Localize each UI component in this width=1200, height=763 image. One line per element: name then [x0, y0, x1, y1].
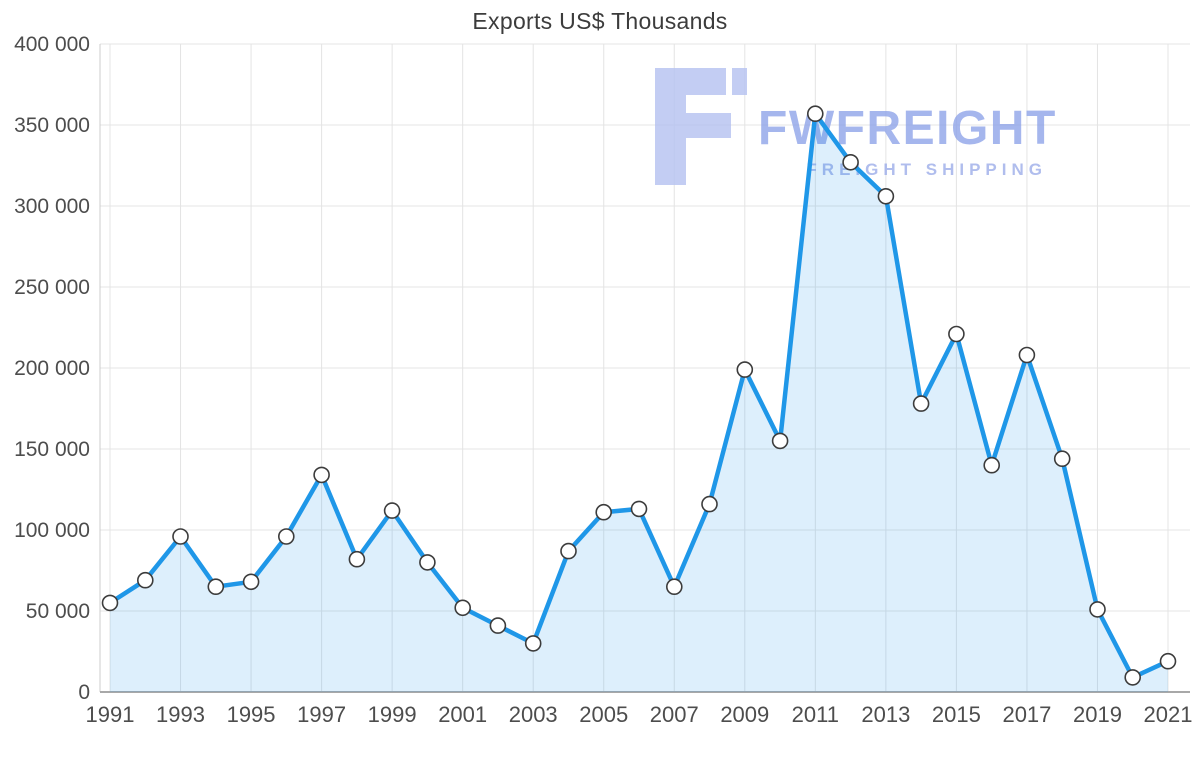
- logo-bar: [686, 68, 726, 95]
- data-point[interactable]: [137, 571, 154, 589]
- y-axis-tick-label: 100 000: [14, 519, 90, 542]
- x-axis-tick-label: 2017: [1002, 702, 1051, 727]
- data-point[interactable]: [489, 617, 507, 634]
- x-axis-tick-label: 1995: [227, 702, 276, 727]
- area-fill: [110, 113, 1168, 692]
- data-point[interactable]: [736, 361, 754, 378]
- data-point[interactable]: [806, 105, 824, 122]
- data-point[interactable]: [842, 154, 859, 171]
- y-axis-tick-label: 400 000: [14, 33, 90, 56]
- data-point[interactable]: [1124, 669, 1141, 686]
- logo-bar: [655, 68, 686, 185]
- data-point[interactable]: [1018, 346, 1036, 364]
- data-point[interactable]: [383, 502, 401, 519]
- logo-bar: [686, 113, 731, 138]
- y-axis-tick-label: 250 000: [14, 276, 90, 299]
- data-point[interactable]: [630, 500, 648, 518]
- data-point[interactable]: [419, 554, 436, 571]
- data-point[interactable]: [1053, 450, 1071, 468]
- x-axis-tick-label: 2009: [720, 702, 769, 727]
- data-point[interactable]: [877, 188, 895, 205]
- data-point[interactable]: [207, 578, 225, 596]
- axis-labels-layer: 0 50 000 100 000 150 000 200 000 250 000 300 0…: [14, 33, 1192, 727]
- x-axis-tick-label: 2015: [932, 702, 981, 727]
- data-point[interactable]: [101, 594, 119, 612]
- y-axis-tick-label: 0: [78, 681, 90, 704]
- data-point[interactable]: [595, 503, 613, 521]
- chart-title: Exports US$ Thousands: [472, 8, 728, 34]
- x-axis-tick-label: 2011: [792, 702, 839, 727]
- data-point[interactable]: [172, 528, 189, 545]
- data-point[interactable]: [1159, 652, 1177, 670]
- data-point[interactable]: [665, 578, 683, 596]
- y-axis-tick-label: 150 000: [14, 438, 90, 461]
- logo-bar: [732, 68, 747, 95]
- data-point[interactable]: [242, 573, 260, 591]
- fwfreight-logo-icon: [655, 68, 747, 185]
- x-axis-tick-label: 2019: [1073, 702, 1122, 727]
- x-axis-tick-label: 2007: [650, 702, 699, 727]
- data-point[interactable]: [560, 542, 577, 560]
- y-axis-tick-label: 50 000: [26, 600, 90, 623]
- x-axis-tick-label: 1991: [86, 702, 135, 727]
- data-point[interactable]: [524, 635, 542, 652]
- y-axis-tick-label: 200 000: [14, 357, 90, 380]
- y-axis-tick-label: 300 000: [14, 195, 90, 218]
- watermark-brand-text: FWFREIGHT: [758, 102, 1057, 155]
- data-point[interactable]: [701, 495, 718, 513]
- data-point[interactable]: [348, 550, 366, 568]
- series-layer: [101, 105, 1177, 692]
- x-axis-tick-label: 2005: [579, 702, 628, 727]
- data-point[interactable]: [1089, 601, 1106, 618]
- x-axis-tick-label: 1993: [156, 702, 205, 727]
- x-axis-tick-label: 2001: [438, 702, 487, 727]
- y-axis-tick-label: 350 000: [14, 114, 90, 137]
- x-axis-tick-label: 1999: [368, 702, 417, 727]
- data-point[interactable]: [277, 528, 295, 545]
- data-point[interactable]: [771, 432, 789, 450]
- x-axis-tick-label: 2021: [1144, 702, 1193, 727]
- x-axis-tick-label: 2003: [509, 702, 558, 727]
- x-axis-tick-label: 2013: [861, 702, 910, 727]
- data-point[interactable]: [454, 599, 472, 617]
- data-point[interactable]: [912, 395, 930, 412]
- data-point[interactable]: [983, 456, 1001, 474]
- data-point[interactable]: [948, 325, 965, 343]
- x-axis-tick-label: 1997: [297, 702, 346, 727]
- data-point[interactable]: [313, 466, 330, 484]
